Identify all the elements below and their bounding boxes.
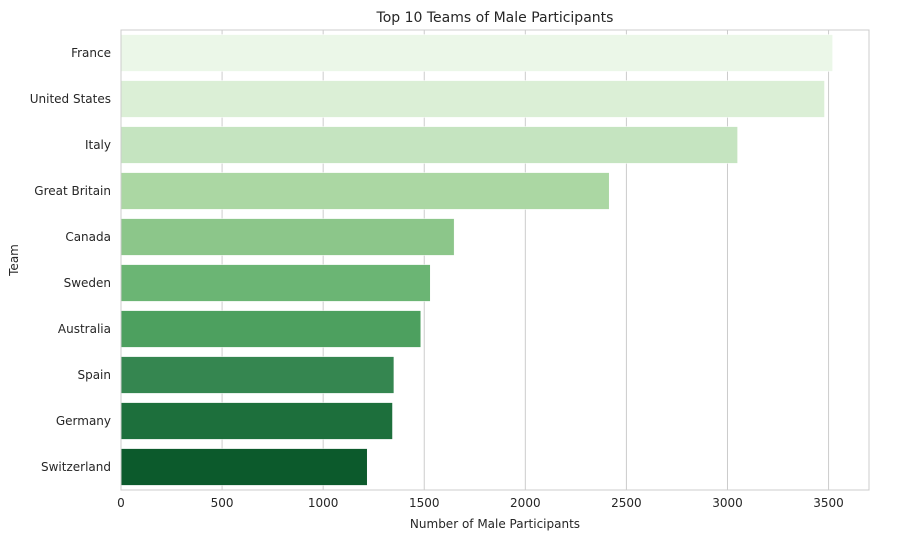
bar bbox=[120, 172, 610, 210]
y-tick-labels: France United States Italy Great Britain Can… bbox=[30, 46, 111, 474]
y-tick-label: United States bbox=[30, 92, 111, 106]
bars bbox=[120, 34, 833, 486]
y-tick-label: Australia bbox=[58, 322, 111, 336]
y-tick-label: Canada bbox=[65, 230, 111, 244]
y-tick-label: Spain bbox=[77, 368, 111, 382]
x-tick-label: 3500 bbox=[813, 496, 844, 510]
x-axis-label: Number of Male Participants bbox=[410, 517, 580, 531]
bar bbox=[120, 356, 395, 394]
y-tick-label: Sweden bbox=[64, 276, 111, 290]
y-tick-label: Germany bbox=[56, 414, 111, 428]
bar bbox=[120, 34, 833, 72]
x-tick-label: 1000 bbox=[308, 496, 339, 510]
x-tick-label: 2000 bbox=[510, 496, 541, 510]
plot-frame bbox=[120, 29, 870, 491]
x-tick-label: 3000 bbox=[712, 496, 743, 510]
y-tick-label: Italy bbox=[85, 138, 111, 152]
bar bbox=[120, 126, 738, 164]
x-tick-label: 0 bbox=[117, 496, 125, 510]
bar bbox=[120, 218, 455, 256]
bar bbox=[120, 310, 422, 348]
bar bbox=[120, 448, 368, 486]
x-tick-label: 2500 bbox=[611, 496, 642, 510]
y-tick-label: Switzerland bbox=[41, 460, 111, 474]
bar bbox=[120, 80, 825, 118]
bar bbox=[120, 402, 393, 440]
x-tick-label: 500 bbox=[211, 496, 234, 510]
x-tick-labels: 0 500 1000 1500 2000 2500 3000 3500 bbox=[117, 496, 844, 510]
bar bbox=[120, 264, 431, 302]
chart-title: Top 10 Teams of Male Participants bbox=[376, 10, 614, 26]
y-tick-label: Great Britain bbox=[34, 184, 111, 198]
y-tick-label: France bbox=[71, 46, 111, 60]
x-tick-label: 1500 bbox=[409, 496, 440, 510]
y-axis-label: Team bbox=[7, 244, 21, 277]
